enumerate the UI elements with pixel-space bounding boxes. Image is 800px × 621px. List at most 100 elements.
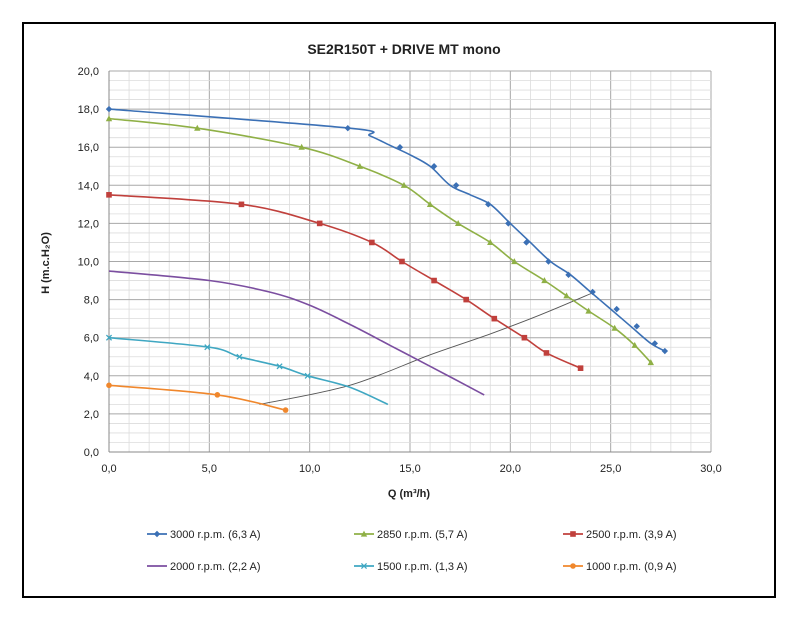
data-point	[106, 192, 112, 198]
data-point	[238, 201, 245, 208]
data-point	[611, 324, 618, 331]
data-point	[651, 340, 659, 347]
data-point	[194, 124, 201, 131]
y-tick-label: 10,0	[78, 257, 99, 269]
series-2	[106, 192, 584, 371]
data-point	[106, 382, 112, 389]
data-point	[400, 181, 408, 188]
series-1	[105, 115, 654, 366]
data-point	[276, 363, 283, 370]
data-point	[105, 115, 113, 122]
legend-marker	[360, 530, 368, 537]
y-tick-label: 20,0	[78, 66, 99, 78]
data-point	[491, 315, 498, 322]
y-tick-label: 8,0	[84, 295, 99, 307]
y-tick-label: 16,0	[78, 142, 99, 154]
series-line	[108, 336, 389, 406]
data-point	[589, 288, 596, 296]
x-tick-label: 20,0	[500, 463, 521, 475]
series-4	[105, 334, 389, 406]
data-point	[214, 392, 221, 398]
legend-item: 3000 r.p.m. (6,3 A)	[147, 529, 261, 541]
system-curve-group	[259, 291, 595, 405]
legend-label: 2500 r.p.m. (3,9 A)	[586, 529, 677, 541]
data-point	[431, 277, 437, 284]
y-tick-label: 12,0	[78, 218, 99, 230]
series-3	[108, 270, 485, 396]
data-point	[543, 350, 550, 356]
legend-marker	[360, 562, 368, 570]
series-line	[108, 108, 666, 352]
data-point	[463, 296, 469, 303]
data-point	[505, 220, 512, 227]
legend-item: 1000 r.p.m. (0,9 A)	[563, 561, 677, 573]
x-axis-label: Q (m³/h)	[388, 488, 430, 500]
data-point	[454, 220, 462, 226]
series-line	[108, 194, 581, 369]
data-point	[452, 182, 460, 189]
chart-title: SE2R150T + DRIVE MT mono	[307, 41, 500, 57]
data-point	[304, 372, 311, 379]
series-group	[105, 105, 669, 413]
data-point	[356, 162, 364, 169]
legend-marker	[570, 531, 576, 537]
data-point	[613, 305, 620, 313]
data-point	[344, 124, 351, 132]
y-axis-label: H (m.c.H₂O)	[40, 232, 52, 294]
series-line	[108, 384, 286, 411]
legend-label: 1500 r.p.m. (1,3 A)	[377, 561, 468, 573]
x-tick-label: 15,0	[399, 463, 420, 475]
grid	[108, 70, 712, 453]
data-point	[545, 258, 552, 265]
system-curve-line	[259, 291, 595, 405]
data-point	[521, 334, 528, 341]
legend-marker	[570, 563, 576, 569]
data-point	[523, 239, 530, 246]
chart-frame	[22, 22, 776, 598]
data-point	[105, 105, 113, 113]
data-point	[282, 407, 289, 413]
data-point	[298, 143, 305, 150]
legend-label: 3000 r.p.m. (6,3 A)	[170, 529, 261, 541]
y-tick-labels: 0,0 2,0 4,0 6,0 8,0 10,0 12,0 14,0 16,0 18,0 20,0	[78, 66, 99, 459]
series-5	[106, 382, 289, 413]
y-tick-label: 4,0	[84, 371, 99, 383]
data-point	[633, 323, 640, 330]
y-tick-label: 0,0	[84, 447, 99, 459]
axes	[108, 71, 711, 453]
y-tick-label: 2,0	[84, 409, 99, 421]
data-point	[430, 163, 438, 170]
legend-item: 2850 r.p.m. (5,7 A)	[354, 529, 468, 541]
data-point	[485, 201, 492, 208]
data-point	[399, 258, 405, 265]
x-tick-label: 10,0	[299, 463, 320, 475]
data-point	[487, 239, 494, 246]
y-tick-label: 14,0	[78, 180, 99, 192]
x-tick-label: 5,0	[202, 463, 217, 475]
x-tick-label: 30,0	[700, 463, 721, 475]
y-tick-label: 18,0	[78, 104, 99, 116]
series-line	[108, 270, 485, 396]
legend-marker	[153, 530, 161, 538]
data-point	[236, 353, 243, 360]
x-tick-labels: 0,0 5,0 10,0 15,0 20,0 25,0 30,0	[101, 463, 721, 475]
legend-label: 2000 r.p.m. (2,2 A)	[170, 561, 261, 573]
data-point	[647, 359, 654, 366]
data-point	[631, 341, 638, 348]
data-point	[511, 258, 518, 265]
legend-item: 2500 r.p.m. (3,9 A)	[563, 529, 677, 541]
legend-label: 1000 r.p.m. (0,9 A)	[586, 561, 677, 573]
data-point	[369, 239, 375, 246]
data-point	[563, 292, 570, 299]
data-point	[426, 200, 434, 207]
data-point	[577, 365, 584, 371]
x-tick-label: 0,0	[101, 463, 116, 475]
data-point	[105, 334, 113, 341]
data-point	[661, 347, 669, 355]
legend: 3000 r.p.m. (6,3 A) 2850 r.p.m. (5,7 A) 25…	[147, 529, 677, 573]
data-point	[565, 271, 572, 279]
data-point	[541, 277, 548, 284]
series-0	[105, 105, 669, 355]
legend-label: 2850 r.p.m. (5,7 A)	[377, 529, 468, 541]
